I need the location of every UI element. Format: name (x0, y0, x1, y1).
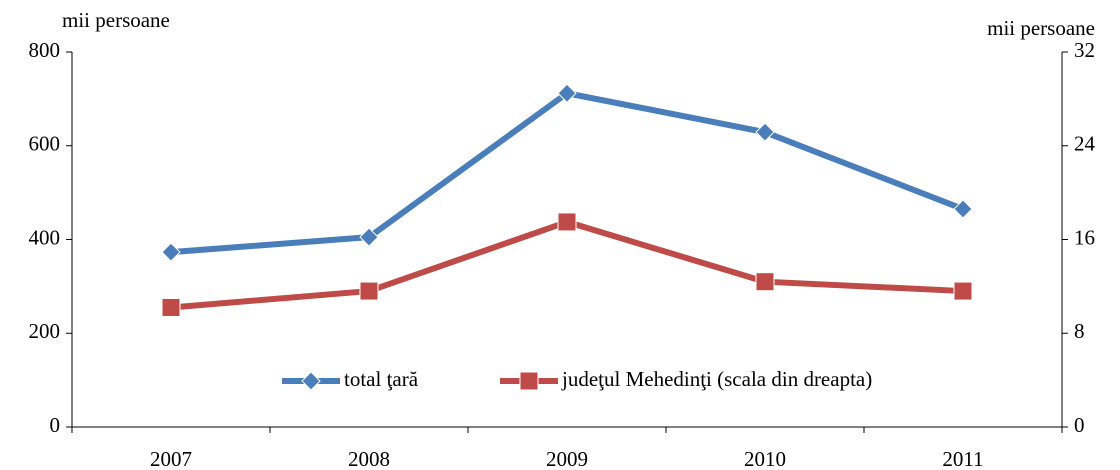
legend-label: total ţară (344, 367, 419, 391)
data-point (755, 122, 775, 142)
y2-tick-label: 0 (1074, 413, 1085, 437)
data-point (557, 83, 577, 103)
x-tick-label: 2009 (546, 447, 588, 470)
data-point (953, 281, 973, 301)
series-line (170, 218, 964, 311)
y-axis-label: mii persoane (62, 8, 170, 32)
data-point (953, 199, 973, 219)
y-tick-label: 200 (29, 319, 61, 343)
legend-label: judeţul Mehedinţi (scala din dreapta) (561, 367, 872, 391)
y-tick-label: 0 (50, 413, 61, 437)
x-tick-label: 2010 (744, 447, 786, 470)
y2-axis-label: mii persoane (987, 16, 1095, 40)
y2-tick-label: 16 (1074, 225, 1095, 249)
y2-tick-label: 8 (1074, 319, 1085, 343)
data-point (161, 297, 181, 317)
y2-tick-label: 24 (1074, 132, 1096, 156)
x-tick-label: 2007 (150, 447, 192, 470)
data-point (161, 242, 181, 262)
data-point (359, 227, 379, 247)
x-tick-label: 2008 (348, 447, 390, 470)
legend-marker (301, 371, 321, 391)
data-point (359, 281, 379, 301)
x-tick-label: 2011 (942, 447, 983, 470)
data-point (557, 212, 577, 232)
y-tick-label: 600 (29, 132, 61, 156)
legend-marker (519, 371, 539, 391)
data-point (755, 272, 775, 292)
y2-tick-label: 32 (1074, 38, 1095, 62)
y-tick-label: 800 (29, 38, 61, 62)
y-tick-label: 400 (29, 225, 61, 249)
